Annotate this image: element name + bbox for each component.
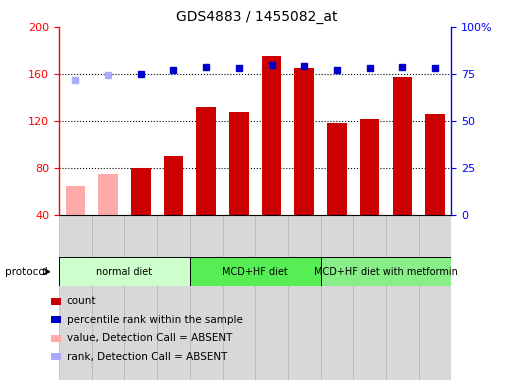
Bar [321, 215, 353, 380]
Bar [262, 56, 281, 215]
Text: MCD+HF diet: MCD+HF diet [222, 266, 288, 277]
Text: MCD+HF diet with metformin: MCD+HF diet with metformin [314, 266, 458, 277]
Bar [360, 119, 380, 215]
Text: percentile rank within the sample: percentile rank within the sample [67, 315, 243, 325]
Bar [59, 257, 190, 286]
Bar [327, 123, 347, 215]
Bar [196, 107, 216, 215]
Text: GDS4883 / 1455082_at: GDS4883 / 1455082_at [176, 10, 337, 23]
Bar [229, 112, 249, 215]
Bar [392, 78, 412, 215]
Bar [425, 114, 445, 215]
Bar [321, 257, 451, 286]
Bar [419, 215, 451, 380]
Bar [66, 185, 85, 215]
Bar [59, 215, 92, 380]
Text: count: count [67, 296, 96, 306]
Bar [190, 215, 223, 380]
Text: rank, Detection Call = ABSENT: rank, Detection Call = ABSENT [67, 352, 227, 362]
Bar [131, 168, 150, 215]
Bar [386, 215, 419, 380]
Text: normal diet: normal diet [96, 266, 152, 277]
Bar [288, 215, 321, 380]
Bar [223, 215, 255, 380]
Bar [124, 215, 157, 380]
Bar [164, 156, 183, 215]
Bar [255, 215, 288, 380]
Text: value, Detection Call = ABSENT: value, Detection Call = ABSENT [67, 333, 232, 343]
Bar [294, 68, 314, 215]
Text: protocol: protocol [5, 266, 48, 277]
Bar [98, 174, 118, 215]
Bar [92, 215, 125, 380]
Bar [157, 215, 190, 380]
Bar [190, 257, 321, 286]
Bar [353, 215, 386, 380]
